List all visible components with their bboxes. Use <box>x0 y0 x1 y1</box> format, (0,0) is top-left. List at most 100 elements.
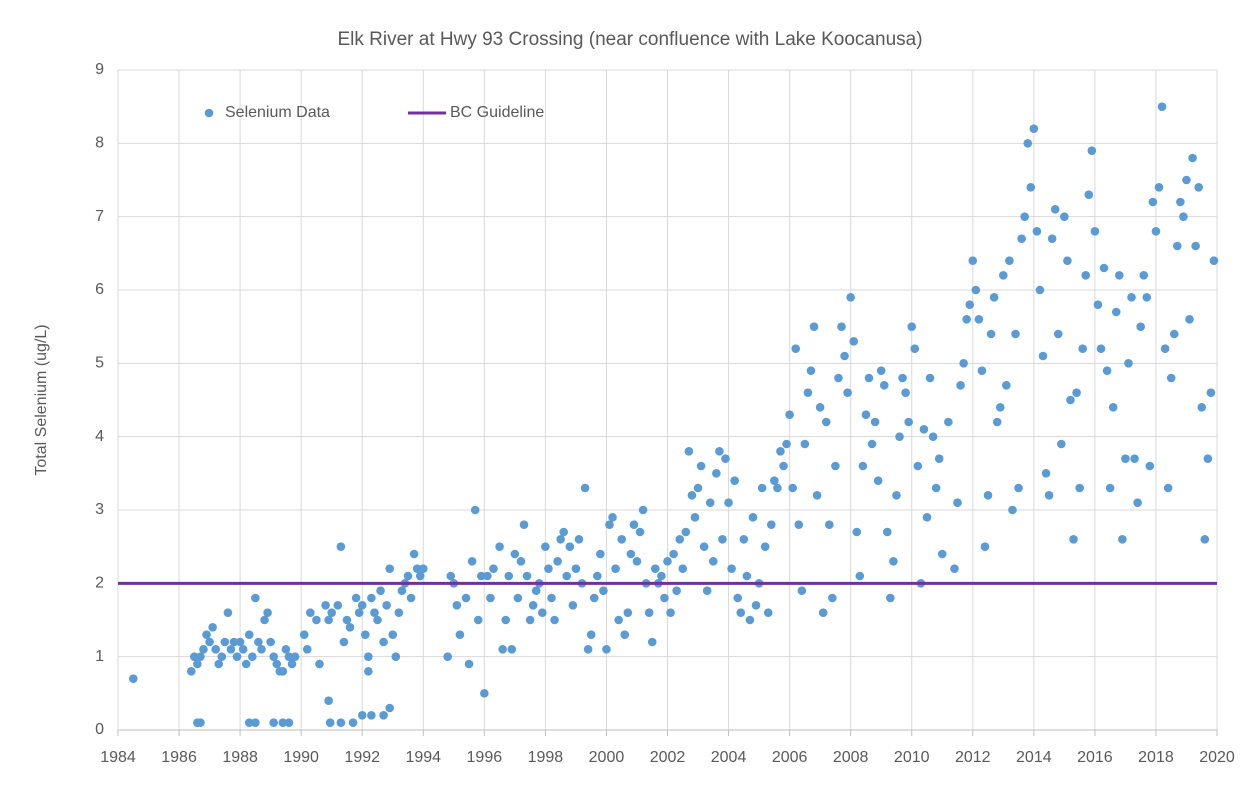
data-point <box>974 315 984 324</box>
data-point <box>913 461 923 471</box>
data-point <box>315 659 324 669</box>
data-point <box>620 630 630 639</box>
data-point <box>794 520 804 529</box>
data-point <box>324 615 333 625</box>
data-point <box>992 417 1002 427</box>
data-point <box>953 498 962 507</box>
data-point <box>693 483 703 493</box>
data-point <box>1136 322 1145 331</box>
data-point <box>956 381 965 390</box>
data-point <box>950 564 959 573</box>
data-point <box>507 645 517 654</box>
data-point <box>290 652 300 661</box>
data-point <box>238 645 248 654</box>
data-point <box>696 461 706 471</box>
data-point <box>1130 454 1139 463</box>
y-tick-label: 8 <box>95 135 104 152</box>
data-point <box>367 711 376 720</box>
data-point <box>269 718 278 727</box>
data-point <box>235 637 245 647</box>
data-point <box>1145 461 1155 471</box>
data-point <box>1115 271 1124 280</box>
data-point <box>244 630 254 639</box>
data-point <box>770 476 779 485</box>
data-point <box>834 373 843 383</box>
data-point <box>553 557 562 566</box>
data-point <box>959 359 968 368</box>
y-tick-label: 7 <box>95 208 104 225</box>
data-point <box>977 366 987 375</box>
data-point <box>611 564 620 573</box>
data-point <box>302 645 312 654</box>
data-point <box>1121 454 1130 463</box>
data-point <box>1084 190 1094 199</box>
data-point <box>473 615 483 625</box>
data-point <box>602 645 611 654</box>
data-point <box>614 615 623 625</box>
data-point <box>406 593 416 603</box>
data-point <box>779 461 788 471</box>
data-point <box>809 322 819 331</box>
data-point <box>1157 102 1167 111</box>
data-point <box>409 549 419 559</box>
data-point <box>922 513 932 522</box>
data-point <box>1041 469 1051 478</box>
data-point <box>837 322 846 331</box>
data-point <box>394 608 404 617</box>
data-point <box>312 615 321 625</box>
data-point <box>632 557 642 566</box>
data-point <box>186 667 196 676</box>
data-point <box>828 593 837 603</box>
data-point <box>944 417 953 427</box>
data-point <box>846 293 855 302</box>
data-point <box>657 571 666 581</box>
data-point <box>348 718 358 727</box>
data-point <box>284 652 294 661</box>
data-point <box>721 454 730 463</box>
data-point <box>1133 498 1142 507</box>
data-point <box>538 608 547 617</box>
data-point <box>773 483 782 493</box>
data-point <box>1047 234 1057 243</box>
data-point <box>855 571 865 581</box>
data-point <box>806 366 816 375</box>
data-point <box>202 630 211 639</box>
data-point <box>879 381 889 390</box>
x-tick-label: 2018 <box>1138 749 1174 766</box>
data-point <box>937 549 947 559</box>
data-point <box>1160 344 1170 353</box>
data-point <box>1099 263 1109 273</box>
data-point <box>681 527 691 537</box>
data-point <box>669 549 678 559</box>
data-point <box>803 388 813 397</box>
data-point <box>1179 212 1188 221</box>
data-point <box>663 557 672 566</box>
data-point <box>965 300 975 309</box>
data-point <box>1075 483 1084 493</box>
data-point <box>336 718 346 727</box>
data-point <box>360 630 370 639</box>
data-point <box>684 447 694 456</box>
data-point <box>1111 307 1121 317</box>
data-point <box>788 483 797 493</box>
data-point <box>260 615 269 625</box>
data-point <box>345 623 355 632</box>
data-point <box>1139 271 1149 280</box>
data-point <box>272 659 282 669</box>
data-point <box>635 527 645 537</box>
x-tick-label: 2006 <box>772 749 808 766</box>
data-point <box>898 373 907 383</box>
data-point <box>1173 241 1182 251</box>
data-point <box>263 608 272 617</box>
data-point <box>528 601 538 610</box>
x-tick-label: 2016 <box>1077 749 1113 766</box>
data-point <box>824 520 834 529</box>
data-point <box>232 652 242 661</box>
data-point <box>999 271 1008 280</box>
data-point <box>1118 535 1127 544</box>
data-point <box>715 447 724 456</box>
data-point <box>510 549 520 559</box>
data-point <box>883 527 892 537</box>
data-point <box>541 542 550 551</box>
